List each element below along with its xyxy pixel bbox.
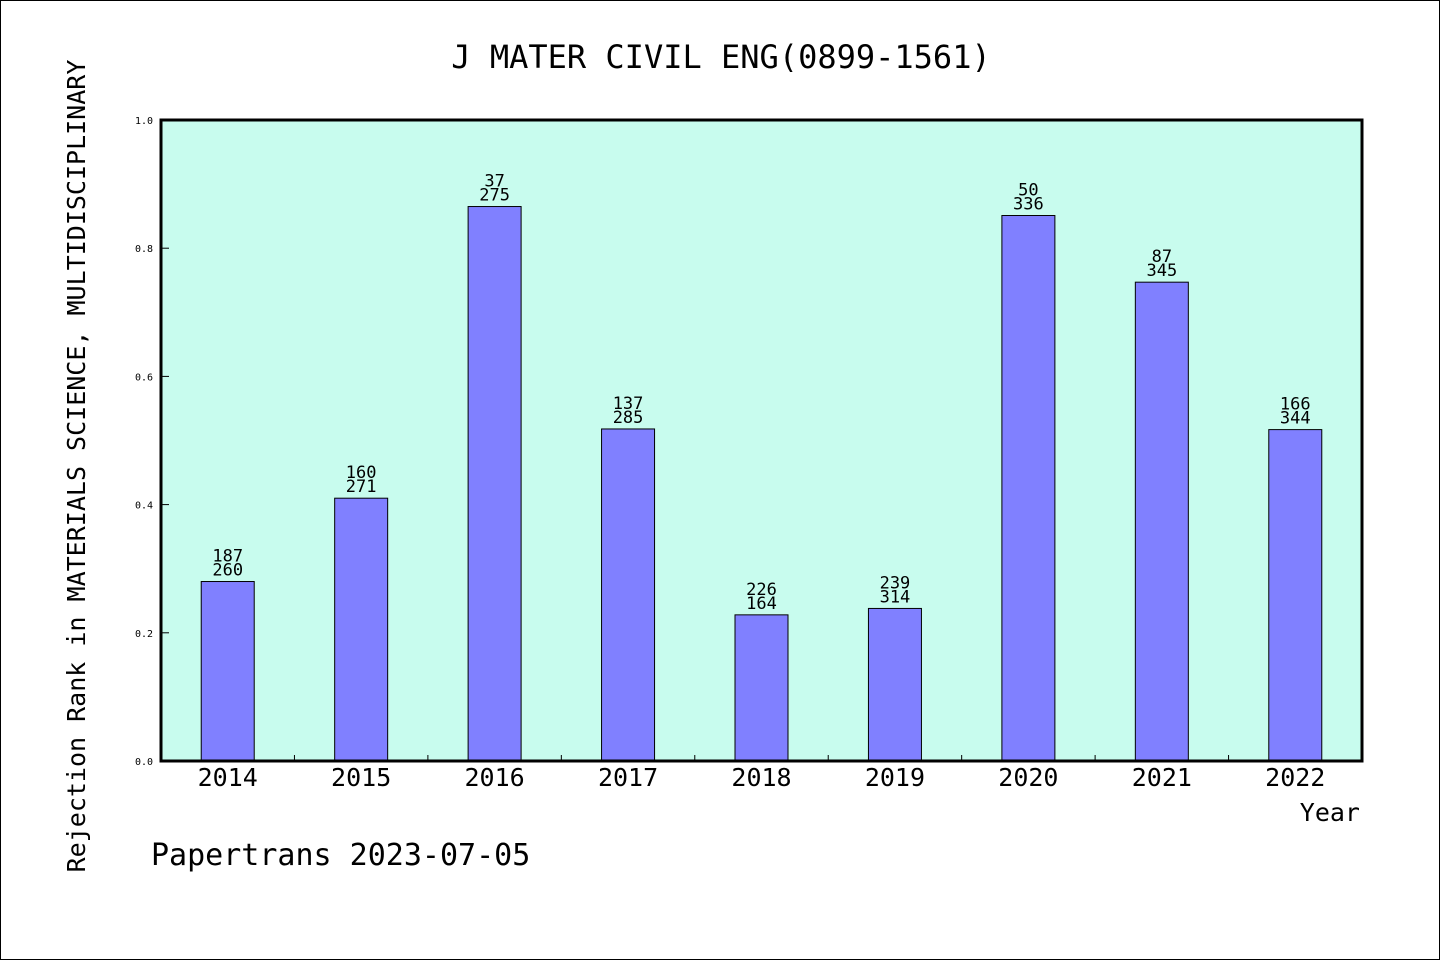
bar-total-label: 271 [346,477,377,497]
bar-total-label: 336 [1013,195,1044,215]
bar-total-label: 314 [880,587,911,607]
bar-series [200,206,1323,762]
bar-rank-label: 50 [1018,181,1038,201]
x-axis: 2014 2015 2016 2017 2018 2019 2020 2021 2022 [198,755,1325,792]
bar-rank-label: 226 [746,580,777,600]
x-tick-label: 2014 [198,763,258,792]
bar [867,607,922,762]
x-tick-label: 2015 [331,763,391,792]
bar-rank-label: 187 [212,547,243,567]
bar-total-label: 275 [479,186,510,206]
chart-title: J MATER CIVIL ENG(0899-1561) [451,38,990,76]
bar-total-label: 285 [613,408,644,428]
bar [734,614,789,762]
bar-rank-label: 137 [613,394,644,414]
x-tick-label: 2021 [1132,763,1192,792]
x-tick-label: 2020 [998,763,1058,792]
bar [1001,215,1056,762]
bar-rank-label: 37 [484,172,504,192]
x-tick-label: 2022 [1265,763,1325,792]
bar-rank-label: 239 [880,573,911,593]
bar [334,497,389,762]
bar-total-label: 344 [1280,409,1311,429]
bar-rank-label: 160 [346,463,377,483]
x-tick-label: 2017 [598,763,658,792]
footer-text: Papertrans 2023-07-05 [151,838,530,873]
bar [467,206,522,762]
bar-rank-label: 166 [1280,395,1311,415]
y-tick-label: 0.2 [135,629,153,640]
x-tick-label: 2018 [731,763,791,792]
y-tick-label: 0.0 [135,757,153,768]
y-tick-label: 0.4 [135,501,153,512]
x-tick-label: 2016 [465,763,525,792]
y-tick-label: 1.0 [135,116,153,127]
x-axis-label: Year [1300,798,1360,827]
bar-total-label: 260 [212,561,243,581]
x-tick-label: 2019 [865,763,925,792]
y-axis-label: Rejection Rank in MATERIALS SCIENCE, MUL… [62,60,91,873]
bar [200,581,255,762]
y-tick-label: 0.8 [135,244,153,255]
y-tick-label: 0.6 [135,372,153,383]
bar [1268,429,1323,762]
bar-rank-label: 87 [1152,247,1172,267]
bar [601,428,656,762]
bar [1134,281,1189,762]
bar-total-label: 164 [746,594,777,614]
plot-border [159,118,1364,763]
bar-total-label: 345 [1146,261,1177,281]
